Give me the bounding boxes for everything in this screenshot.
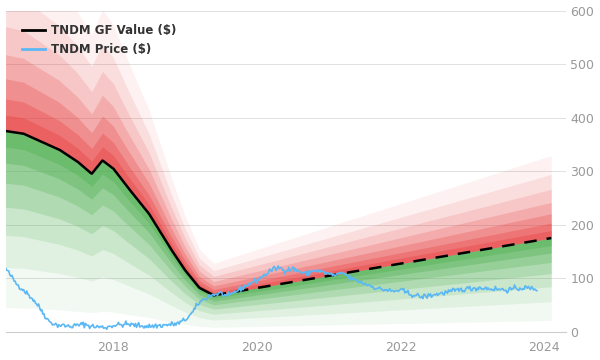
Legend: TNDM GF Value ($), TNDM Price ($): TNDM GF Value ($), TNDM Price ($) bbox=[17, 20, 181, 61]
